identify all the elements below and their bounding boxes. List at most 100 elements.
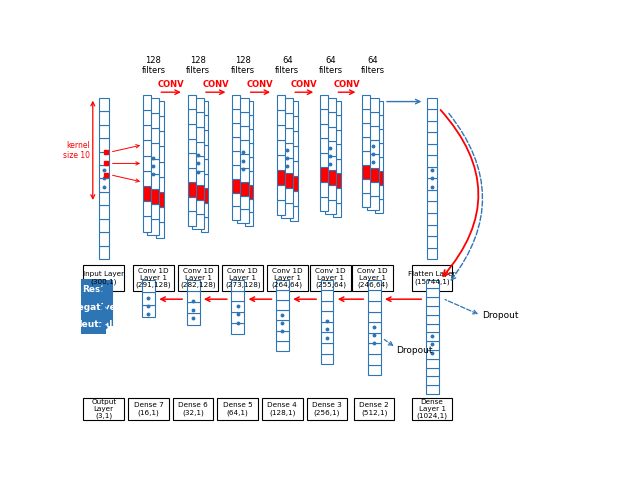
Bar: [324, 127, 337, 141]
Bar: [187, 302, 200, 314]
Bar: [245, 185, 253, 199]
Bar: [81, 315, 106, 335]
Bar: [367, 333, 381, 343]
Text: Flatten Layer
(15744,1): Flatten Layer (15744,1): [408, 271, 456, 284]
Bar: [147, 113, 159, 128]
Text: CONV: CONV: [333, 80, 360, 89]
Bar: [95, 295, 112, 310]
Text: Conv 1D
Layer 1
(264,64): Conv 1D Layer 1 (264,64): [272, 267, 303, 288]
Bar: [99, 125, 109, 138]
Text: Conv 1D
Layer 1
(282,128): Conv 1D Layer 1 (282,128): [180, 267, 216, 288]
Bar: [367, 112, 379, 126]
Bar: [99, 206, 109, 219]
Bar: [426, 368, 438, 376]
Text: CONV: CONV: [247, 80, 274, 89]
Bar: [200, 130, 209, 145]
Bar: [143, 171, 151, 186]
Bar: [426, 333, 438, 341]
Bar: [426, 359, 438, 368]
Bar: [320, 197, 328, 211]
Text: Conv 1D
Layer 1
(246,64): Conv 1D Layer 1 (246,64): [357, 267, 388, 288]
Bar: [427, 110, 437, 121]
Text: Dense 2
(512,1): Dense 2 (512,1): [359, 402, 389, 416]
Bar: [237, 112, 248, 126]
Text: 64
filters: 64 filters: [360, 56, 385, 75]
Bar: [231, 312, 244, 323]
Bar: [333, 188, 341, 203]
Bar: [320, 124, 328, 138]
Bar: [367, 182, 379, 196]
Bar: [320, 182, 328, 197]
Bar: [324, 170, 337, 185]
Bar: [290, 176, 298, 191]
Bar: [245, 115, 253, 129]
Text: Conv 1D
Layer 1
(291,128): Conv 1D Layer 1 (291,128): [136, 267, 172, 288]
Bar: [427, 121, 437, 132]
Bar: [147, 189, 159, 204]
Text: Rest: Rest: [82, 284, 105, 294]
Bar: [276, 341, 289, 351]
Bar: [81, 298, 106, 317]
Bar: [367, 290, 381, 301]
Bar: [231, 301, 244, 312]
Bar: [128, 398, 169, 420]
Bar: [276, 280, 289, 290]
Bar: [232, 165, 240, 179]
Bar: [277, 170, 285, 185]
Bar: [156, 116, 164, 131]
Bar: [282, 128, 293, 143]
Bar: [367, 280, 381, 290]
Text: Input Layer
(300,1): Input Layer (300,1): [83, 271, 124, 284]
Bar: [143, 125, 151, 140]
Bar: [232, 109, 240, 123]
Bar: [156, 162, 164, 177]
Bar: [307, 398, 348, 420]
Bar: [143, 201, 151, 217]
Bar: [188, 182, 196, 197]
Bar: [333, 115, 341, 130]
Bar: [200, 115, 209, 130]
Bar: [320, 95, 328, 110]
Bar: [321, 290, 333, 301]
Bar: [142, 305, 155, 317]
Bar: [426, 306, 438, 315]
Bar: [188, 124, 196, 139]
Bar: [426, 324, 438, 333]
Bar: [237, 195, 248, 209]
Bar: [245, 199, 253, 212]
Bar: [321, 354, 333, 364]
Bar: [147, 144, 159, 159]
Bar: [133, 265, 173, 291]
Bar: [188, 139, 196, 153]
Bar: [200, 188, 209, 203]
Text: Dense 3
(256,1): Dense 3 (256,1): [312, 402, 342, 416]
Bar: [352, 265, 393, 291]
Bar: [276, 331, 289, 341]
Bar: [99, 151, 109, 165]
Bar: [245, 129, 253, 143]
Bar: [427, 178, 437, 190]
Bar: [276, 300, 289, 310]
Bar: [324, 112, 337, 127]
Bar: [237, 209, 248, 224]
Bar: [188, 211, 196, 226]
Bar: [375, 185, 383, 199]
Bar: [156, 207, 164, 223]
Text: Dropout: Dropout: [396, 346, 433, 356]
Bar: [143, 140, 151, 156]
Text: Dense
Layer 1
(1024,1): Dense Layer 1 (1024,1): [417, 399, 447, 419]
Bar: [375, 171, 383, 185]
Bar: [95, 280, 112, 295]
Text: CONV: CONV: [291, 80, 317, 89]
Bar: [426, 315, 438, 324]
Bar: [282, 98, 293, 113]
Bar: [362, 151, 370, 165]
Bar: [218, 398, 258, 420]
Bar: [277, 185, 285, 200]
Bar: [367, 365, 381, 375]
Bar: [426, 350, 438, 359]
Bar: [375, 129, 383, 143]
Bar: [321, 311, 333, 322]
Bar: [156, 223, 164, 238]
Bar: [426, 288, 438, 297]
